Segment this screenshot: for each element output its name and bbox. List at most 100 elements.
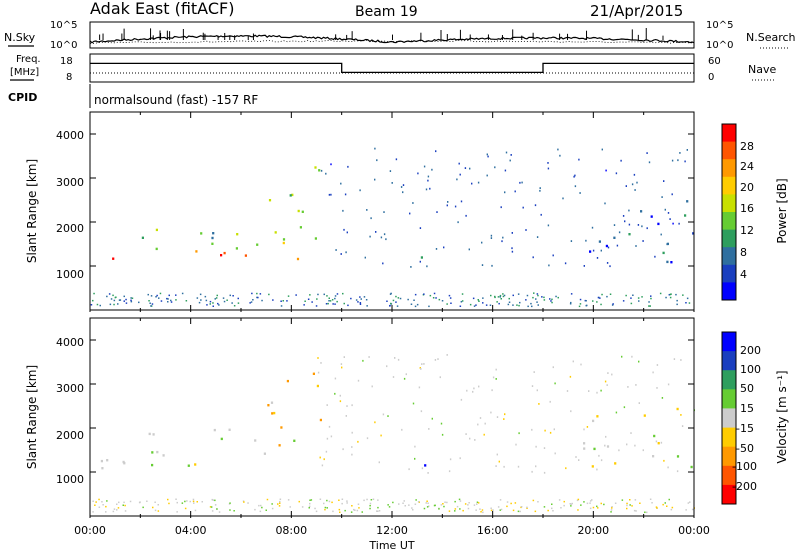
echo-cell [420, 368, 422, 370]
echo-cell [425, 502, 427, 504]
echo-cell [375, 231, 377, 233]
echo-cell [319, 418, 322, 422]
echo-cell [316, 298, 318, 300]
echo-cell [685, 302, 687, 304]
echo-cell [374, 421, 376, 424]
echo-cell [504, 413, 506, 416]
echo-cell [459, 500, 462, 502]
echo-cell [606, 262, 609, 264]
echo-cell [622, 215, 625, 217]
echo-cell [531, 470, 533, 473]
echo-cell [631, 183, 634, 186]
echo-cell [473, 387, 475, 390]
velocity-panel-bg [90, 318, 694, 516]
echo-cell [256, 292, 258, 295]
echo-cell [597, 507, 599, 509]
echo-cell [130, 297, 132, 299]
echo-cell [326, 499, 328, 502]
echo-cell [175, 498, 177, 500]
echo-cell [181, 502, 184, 504]
echo-cell [550, 300, 552, 302]
echo-cell [436, 211, 438, 213]
echo-cell [673, 358, 676, 360]
velocity-cbar-label: Velocity [m s⁻¹] [775, 370, 789, 463]
echo-cell [167, 498, 169, 501]
colorbar-segment [722, 264, 736, 283]
echo-cell [201, 501, 203, 503]
echo-cell [326, 295, 328, 297]
echo-cell [427, 175, 430, 178]
echo-cell [614, 462, 617, 465]
echo-cell [204, 295, 207, 298]
echo-cell [611, 506, 613, 508]
echo-cell [534, 510, 537, 513]
echo-cell [325, 450, 328, 453]
echo-cell [93, 292, 95, 295]
echo-cell [101, 467, 104, 470]
echo-cell [498, 460, 500, 463]
echo-cell [634, 444, 636, 447]
freq-right-tick-top: 60 [708, 56, 721, 67]
echo-cell [684, 160, 686, 163]
echo-cell [575, 456, 577, 458]
power-cbar-tick-20: 20 [740, 181, 754, 194]
echo-cell [676, 299, 678, 302]
echo-cell [318, 169, 321, 172]
echo-cell [543, 506, 546, 508]
echo-cell [307, 298, 310, 300]
echo-cell [344, 193, 347, 196]
echo-cell [659, 292, 662, 295]
echo-cell [417, 501, 420, 503]
echo-cell [630, 297, 632, 299]
echo-cell [604, 202, 606, 205]
echo-cell [321, 464, 324, 467]
echo-cell [345, 415, 347, 417]
echo-cell [536, 293, 539, 295]
echo-cell [363, 296, 366, 298]
power-colorbar [721, 123, 737, 301]
echo-cell [562, 197, 564, 200]
velocity-ylabel: Slant Range [km] [25, 365, 39, 469]
echo-cell [591, 465, 594, 468]
colorbar-segment [722, 212, 736, 231]
echo-cell [624, 220, 626, 223]
echo-cell [196, 501, 198, 503]
echo-cell [341, 498, 344, 500]
echo-cell [297, 209, 300, 213]
echo-cell [676, 455, 680, 458]
echo-cell [404, 505, 406, 507]
echo-cell [583, 442, 586, 445]
echo-cell [413, 299, 415, 301]
echo-cell [386, 300, 388, 302]
echo-cell [533, 292, 535, 294]
echo-cell [657, 222, 660, 226]
colorbar-segment [722, 332, 736, 352]
echo-cell [642, 449, 644, 452]
echo-cell [212, 232, 215, 235]
echo-cell [214, 504, 217, 506]
echo-cell [638, 360, 640, 363]
echo-cell [274, 231, 277, 234]
power-ylabel: Slant Range [km] [25, 159, 39, 263]
echo-cell [211, 242, 214, 245]
echo-cell [310, 499, 313, 501]
echo-cell [671, 159, 674, 162]
echo-cell [92, 500, 94, 502]
echo-cell [123, 300, 125, 302]
echo-cell [334, 392, 336, 395]
echo-cell [150, 295, 153, 297]
echo-cell [609, 265, 611, 268]
echo-cell [270, 401, 274, 404]
echo-cell [629, 504, 631, 506]
echo-cell [490, 509, 493, 512]
echo-cell [157, 504, 159, 506]
echo-cell [605, 169, 607, 172]
echo-cell [477, 502, 480, 504]
echo-cell [94, 504, 96, 506]
echo-cell [212, 305, 214, 307]
echo-cell [475, 509, 477, 511]
echo-cell [113, 508, 116, 510]
echo-cell [618, 231, 621, 234]
echo-cell [627, 386, 629, 388]
